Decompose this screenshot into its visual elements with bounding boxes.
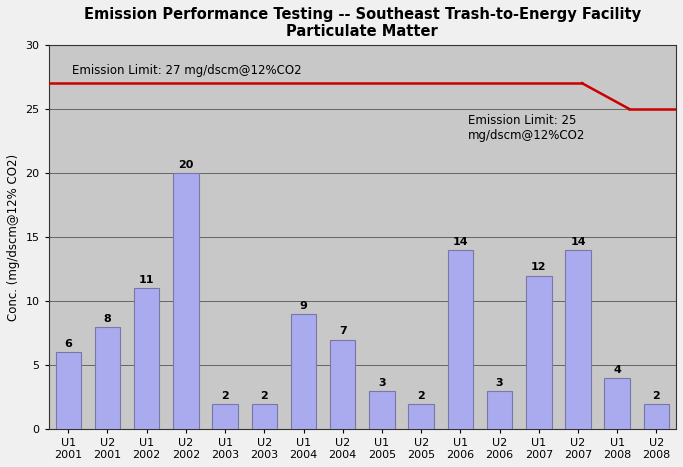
Text: 8: 8 <box>104 314 111 324</box>
Text: 6: 6 <box>64 339 72 349</box>
Bar <box>291 314 316 430</box>
Text: 3: 3 <box>378 378 386 388</box>
Bar <box>526 276 552 430</box>
Bar <box>251 404 277 430</box>
Text: 2: 2 <box>417 390 425 401</box>
Text: 14: 14 <box>453 237 469 247</box>
Bar <box>566 250 591 430</box>
Bar <box>55 353 81 430</box>
Bar <box>487 391 512 430</box>
Text: 2: 2 <box>221 390 229 401</box>
Bar <box>212 404 238 430</box>
Text: 2: 2 <box>652 390 660 401</box>
Bar <box>173 173 199 430</box>
Bar <box>447 250 473 430</box>
Text: 11: 11 <box>139 275 154 285</box>
Bar <box>408 404 434 430</box>
Text: Emission Limit: 27 mg/dscm@12%CO2: Emission Limit: 27 mg/dscm@12%CO2 <box>72 64 302 77</box>
Text: 7: 7 <box>339 326 347 336</box>
Bar <box>370 391 395 430</box>
Text: 12: 12 <box>531 262 546 272</box>
Text: Emission Limit: 25
mg/dscm@12%CO2: Emission Limit: 25 mg/dscm@12%CO2 <box>469 114 585 142</box>
Bar <box>604 378 630 430</box>
Text: 2: 2 <box>260 390 268 401</box>
Title: Emission Performance Testing -- Southeast Trash-to-Energy Facility
Particulate M: Emission Performance Testing -- Southeas… <box>84 7 641 39</box>
Text: 3: 3 <box>496 378 503 388</box>
Bar <box>330 340 355 430</box>
Bar <box>95 327 120 430</box>
Text: 4: 4 <box>613 365 621 375</box>
Bar <box>134 288 159 430</box>
Text: 14: 14 <box>570 237 586 247</box>
Bar <box>643 404 669 430</box>
Y-axis label: Conc. (mg/dscm@12% CO2): Conc. (mg/dscm@12% CO2) <box>7 154 20 321</box>
Text: 20: 20 <box>178 160 193 170</box>
Text: 9: 9 <box>300 301 307 311</box>
